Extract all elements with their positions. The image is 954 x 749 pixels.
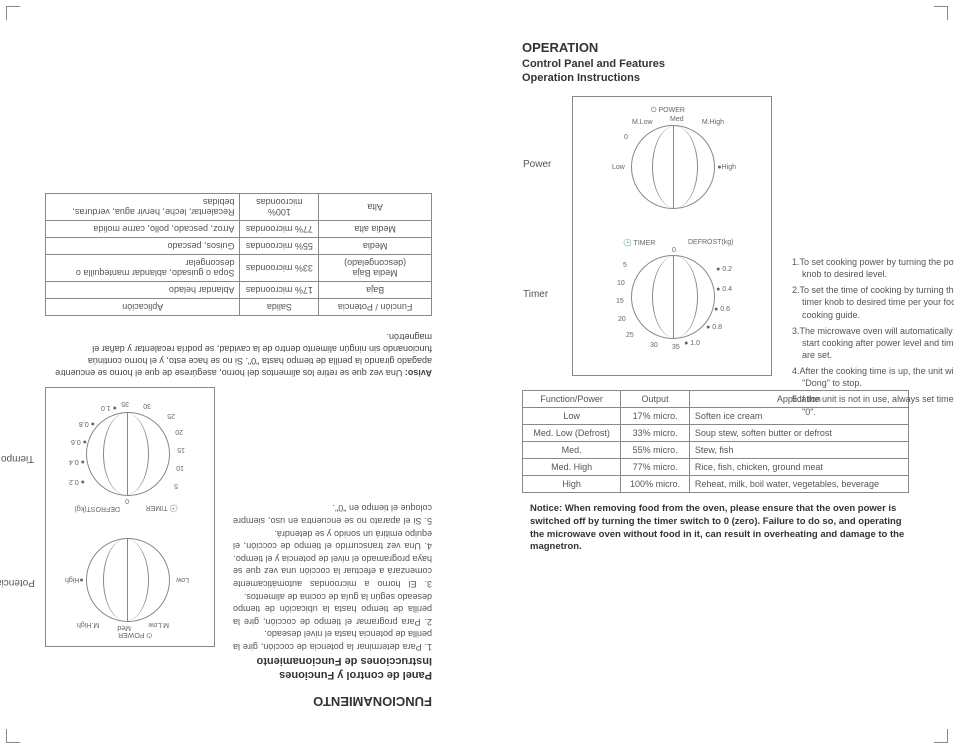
step-4-es: 4. Una vez transcurrido el tiempo de coc…: [233, 527, 432, 552]
control-panel-diagram-es: Potencia Tiempo ⏻ POWER Med M.Low M.High…: [45, 387, 215, 647]
instructions-list-es: 1. Para determinar la potencia de cocció…: [233, 502, 432, 653]
step-4: 4.After the cooking time is up, the unit…: [792, 365, 954, 389]
step-2-es: 2. Para programar el tiempo de cocción, …: [233, 590, 432, 628]
table-row: Med.55% micro.Stew, fish: [523, 442, 909, 459]
aviso-body: Una vez que se retire los alimentos del …: [55, 332, 432, 378]
subtitle-2-es: Instrucciones de Funcionamiento: [45, 655, 432, 667]
control-panel-diagram: Power Timer ⏻ POWER Med M.Low M.High Low…: [572, 96, 772, 376]
step-5-es: 5. Si el aparato no se encuentra en uso,…: [233, 502, 432, 527]
power-label: Power: [523, 159, 551, 170]
table-row: Med. High77% micro.Rice, fish, chicken, …: [523, 459, 909, 476]
timer-label: Timer: [523, 289, 548, 300]
th-function: Function/Power: [523, 391, 621, 408]
table-row: Media55% microondasGuisos, pescado: [46, 238, 432, 255]
timer-icon-label: 🕒 TIMER: [623, 239, 655, 247]
step-3: 3.The microwave oven will automatically …: [792, 325, 954, 361]
power-dial: Med M.Low M.High Low ●High 0: [631, 125, 715, 209]
subtitle-1-es: Panel de control y Funciones: [45, 669, 432, 681]
power-dial-es: Med M.Low M.High Low ●High: [86, 538, 170, 622]
power-label-es: Potencia: [0, 577, 35, 588]
step-1: 1.To set cooking power by turning the po…: [792, 256, 954, 280]
subtitle-1: Control Panel and Features: [522, 58, 909, 70]
notice-head: Notice:: [530, 503, 562, 514]
timer-dial: 0 5 10 15 20 25 30 35 ● 0.2 ● 0.4 ● 0.6 …: [631, 255, 715, 339]
aviso-head: Aviso:: [405, 368, 432, 378]
page-english: OPERATION Control Panel and Features Ope…: [477, 0, 954, 749]
step-2: 2.To set the time of cooking by turning …: [792, 284, 954, 320]
step-1-es: 1. Para determinar la potencia de cocció…: [233, 628, 432, 653]
step-5: 5.If the unit is not in use, always set …: [792, 393, 954, 417]
th-output: Output: [621, 391, 690, 408]
power-table-es: Función / Potencia Salida Aplicación Baj…: [45, 193, 432, 316]
table-row: Med. Low (Defrost)33% micro.Soup stew, s…: [523, 425, 909, 442]
aviso: Aviso: Una vez que se retire los aliment…: [45, 330, 432, 379]
subtitle-2: Operation Instructions: [522, 72, 909, 84]
table-row: Baja17% microondasAblandar helado: [46, 282, 432, 299]
notice: Notice: When removing food from the oven…: [522, 503, 909, 554]
notice-body: When removing food from the oven, please…: [530, 503, 904, 552]
table-row: Alta100% microondasRecalentar, leche, he…: [46, 194, 432, 221]
instructions-list: 1.To set cooking power by turning the po…: [792, 256, 954, 422]
power-icon-label: ⏻ POWER: [651, 107, 685, 115]
step-3-es: 3. El horno a microondas automáticamente…: [233, 552, 432, 590]
title: OPERATION: [522, 40, 909, 55]
table-row: Media Baja (descongelado)33% microondasS…: [46, 255, 432, 282]
timer-dial-es: 0 5 10 15 20 25 30 35 ● 0.2 ● 0.4 ● 0.6 …: [86, 412, 170, 496]
table-row: High100% micro.Reheat, milk, boil water,…: [523, 476, 909, 493]
table-row: Media alta77% microondasArroz, pescado, …: [46, 221, 432, 238]
title-es: FUNCIONAMIENTO: [45, 694, 432, 709]
page-spanish: FUNCIONAMIENTO Panel de control y Funcio…: [0, 0, 477, 749]
timer-label-es: Tiempo: [1, 453, 34, 464]
